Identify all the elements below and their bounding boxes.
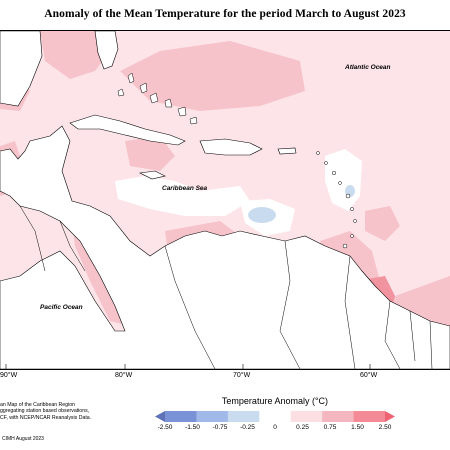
note-line: an Map of the Caribbean Region: [0, 402, 75, 408]
land-central-south-america: [0, 125, 450, 369]
pacific-ocean-label: Pacific Ocean: [40, 304, 83, 311]
longitude-label: 80°W: [115, 372, 133, 379]
colorbar-segment: [165, 411, 197, 422]
land-lesser-antilles: [316, 151, 357, 249]
legend-colorbar: [155, 411, 395, 422]
atlantic-ocean-label: Atlantic Ocean: [345, 64, 391, 71]
land-bahamas: [117, 72, 198, 125]
anomaly-cool: [248, 207, 276, 223]
longitude-label: 70°W: [233, 372, 251, 379]
note-line: CF, with NCEP/NCAR Reanalysis Data.: [0, 414, 92, 421]
land-north-america: [0, 31, 43, 107]
colorbar-segment: [196, 411, 229, 422]
anomaly-patch: [365, 206, 400, 241]
colorbar-tick-label: -0.75: [212, 424, 228, 431]
colorbar-arrow-right: [385, 411, 395, 422]
map-panel: Atlantic Ocean Caribbean Sea Pacific Oce…: [0, 30, 450, 370]
colorbar-arrow-left: [155, 411, 165, 422]
country-borders: [19, 205, 433, 369]
caribbean-sea-label: Caribbean Sea: [162, 185, 208, 192]
colorbar-tick-label: 0.25: [296, 424, 309, 431]
longitude-label: 60°W: [360, 372, 378, 379]
land-cuba: [69, 114, 186, 146]
credit-text: CIMH August 2023: [2, 436, 44, 442]
colorbar-tick-label: 1.50: [351, 424, 364, 431]
land-puerto-rico: [277, 147, 297, 155]
colorbar-segment: [259, 411, 292, 422]
land-jamaica: [138, 170, 166, 180]
colorbar-tick-label: -1.50: [185, 424, 200, 431]
colorbar-tick-label: 0.75: [323, 424, 337, 431]
colorbar-segment: [353, 411, 386, 422]
colorbar-segment: [227, 411, 260, 422]
longitude-ticks: [5, 364, 371, 369]
anomaly-patch: [120, 41, 305, 111]
colorbar-tick-label: -2.50: [157, 424, 173, 431]
land-hispaniola: [199, 138, 263, 156]
colorbar-tick-label: 2.50: [378, 424, 392, 431]
anomaly-patch: [125, 136, 175, 171]
colorbar-tick-label: -0.25: [240, 424, 255, 431]
anomaly-map: [0, 31, 450, 369]
anomaly-patch: [40, 31, 110, 79]
land-florida: [94, 31, 119, 70]
colorbar-tick-label: 0: [273, 424, 277, 431]
colorbar-segment: [322, 411, 354, 422]
longitude-label: 90°W: [0, 372, 18, 379]
legend-title: Temperature Anomaly (°C): [221, 396, 329, 406]
note-line: ggregating station based observations,: [0, 408, 90, 415]
map-notes: an Map of the Caribbean Region ggregatin…: [0, 402, 91, 421]
map-title: Anomaly of the Mean Temperature for the …: [44, 8, 406, 20]
colorbar-segment: [290, 411, 323, 422]
anomaly-neutral: [115, 176, 250, 216]
